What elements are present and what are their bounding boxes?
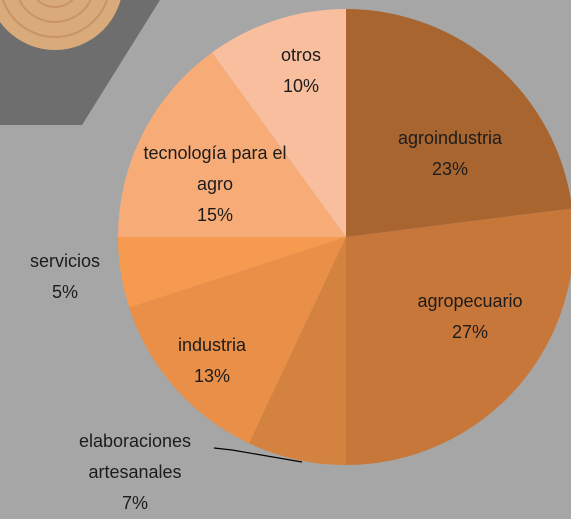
page: (() => { const data = JSON.parse(documen… bbox=[0, 0, 571, 518]
value-label: 5% bbox=[10, 277, 120, 308]
category-label: agropecuario bbox=[385, 286, 555, 317]
category-label: industria bbox=[152, 330, 272, 361]
value-label: 7% bbox=[50, 488, 220, 519]
value-label: 10% bbox=[251, 71, 351, 102]
value-label: 15% bbox=[140, 200, 290, 231]
category-label: otros bbox=[251, 40, 351, 71]
category-label: agroindustria bbox=[365, 123, 535, 154]
value-label: 27% bbox=[385, 317, 555, 348]
category-label: elaboraciones artesanales bbox=[50, 426, 220, 488]
value-label: 23% bbox=[365, 154, 535, 185]
value-label: 13% bbox=[152, 361, 272, 392]
category-label: tecnología para el agro bbox=[140, 138, 290, 200]
category-label: servicios bbox=[10, 246, 120, 277]
